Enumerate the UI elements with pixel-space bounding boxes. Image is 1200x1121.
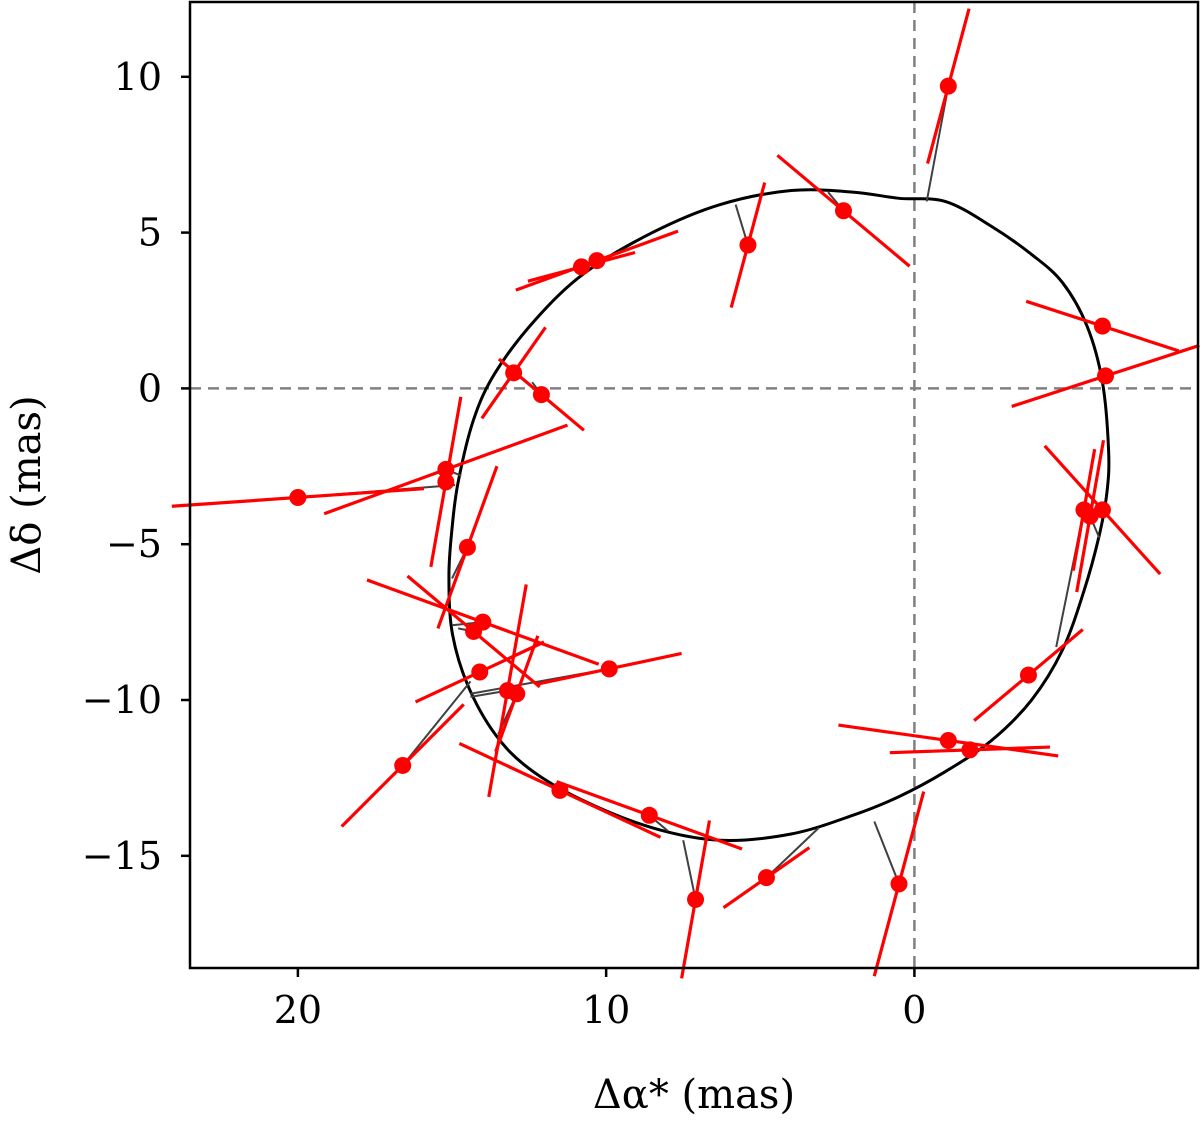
x-tick-label: 10 xyxy=(582,988,630,1032)
data-point xyxy=(640,806,658,824)
data-points xyxy=(289,77,1115,908)
data-point xyxy=(437,473,455,491)
data-point xyxy=(939,732,957,750)
plot-frame xyxy=(188,0,1200,970)
y-tick-label: 0 xyxy=(138,366,162,410)
y-axis-ticks: 10 5 0 −5 −10 −15 xyxy=(82,55,190,878)
residual-connector xyxy=(873,821,900,885)
data-point xyxy=(890,875,908,893)
residual-connector xyxy=(765,827,820,879)
y-tick-label: −10 xyxy=(82,678,162,722)
data-point xyxy=(1093,501,1111,519)
data-point xyxy=(687,890,705,908)
data-point xyxy=(1093,317,1111,335)
data-point xyxy=(600,660,618,678)
y-tick-label: −5 xyxy=(106,522,162,566)
data-point xyxy=(465,622,483,640)
data-point xyxy=(551,781,569,799)
data-point xyxy=(939,77,957,95)
data-point xyxy=(961,741,979,759)
data-point xyxy=(505,364,523,382)
orbit-curve xyxy=(447,188,1111,842)
data-point xyxy=(289,488,307,506)
data-point xyxy=(1097,367,1115,385)
y-tick-label: 5 xyxy=(138,211,162,255)
data-point xyxy=(739,236,757,254)
data-point xyxy=(835,202,853,220)
y-axis-title: Δδ (mas) xyxy=(4,395,50,574)
x-axis-title: Δα* (mas) xyxy=(593,1072,795,1118)
data-point xyxy=(508,685,526,703)
data-point xyxy=(532,386,550,404)
data-point xyxy=(757,869,775,887)
x-axis-ticks: 20 10 0 xyxy=(274,968,926,1032)
data-point xyxy=(1019,666,1037,684)
data-point xyxy=(588,252,606,270)
y-tick-label: −15 xyxy=(82,834,162,878)
y-tick-label: 10 xyxy=(114,55,162,99)
data-point xyxy=(394,756,412,774)
x-tick-label: 0 xyxy=(902,988,926,1032)
residual-connector xyxy=(682,840,697,900)
x-tick-label: 20 xyxy=(274,988,322,1032)
reference-lines xyxy=(190,2,1198,968)
residual-connector xyxy=(401,680,472,767)
residual-connectors xyxy=(297,85,1101,900)
error-bars xyxy=(171,8,1200,979)
data-point xyxy=(572,258,590,276)
orbit-layer xyxy=(447,188,1111,842)
data-point xyxy=(437,460,455,478)
data-point xyxy=(458,538,476,556)
data-point xyxy=(471,663,489,681)
